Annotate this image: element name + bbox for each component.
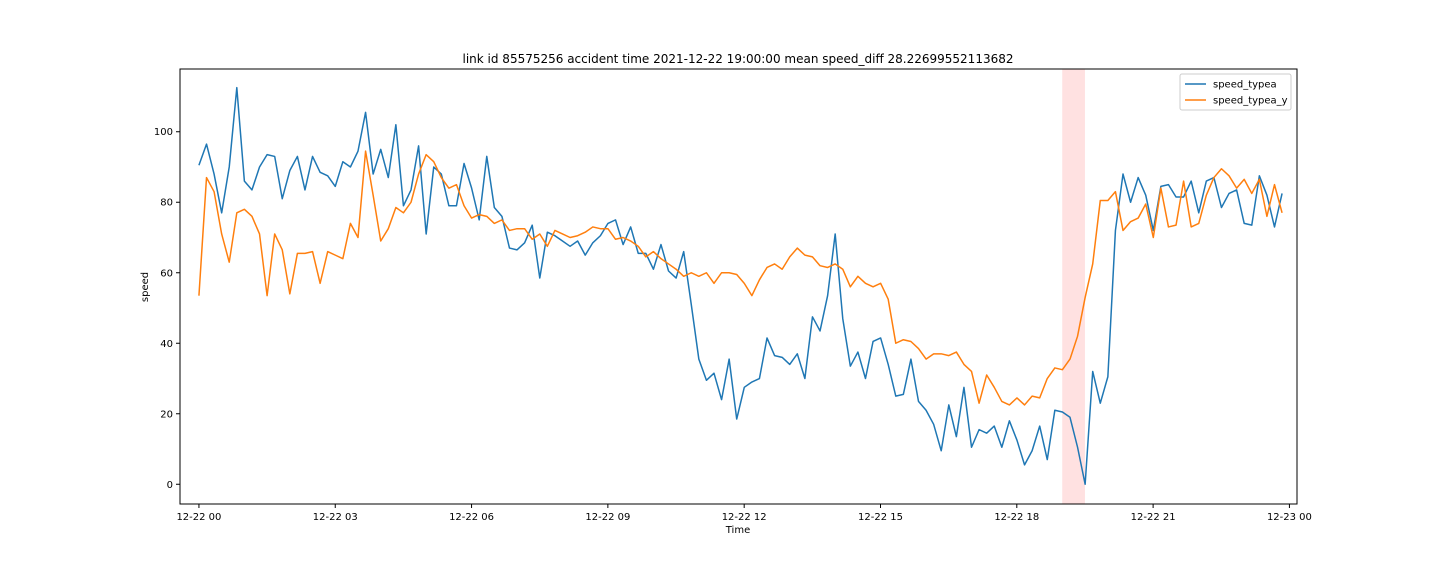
x-tick-label: 12-22 06 xyxy=(449,512,494,523)
y-tick-label: 0 xyxy=(167,480,173,491)
series-lines xyxy=(198,86,1283,486)
x-tick-label: 12-22 12 xyxy=(722,512,767,523)
x-axis-ticks: 12-22 00 12-22 03 12-22 06 12-22 09 12-22 12… xyxy=(176,504,1312,523)
legend-label-speed-typea-y: speed_typea_y xyxy=(1213,96,1288,107)
series-line-speed-typea-y xyxy=(198,150,1283,406)
x-axis-label: Time xyxy=(725,525,750,536)
y-axis-label: speed xyxy=(140,272,151,302)
x-tick-label: 12-22 15 xyxy=(858,512,903,523)
x-tick-label: 12-22 21 xyxy=(1131,512,1176,523)
legend-label-speed-typea: speed_typea xyxy=(1213,80,1277,91)
plot-frame xyxy=(179,68,1298,505)
y-tick-label: 80 xyxy=(160,198,173,209)
x-tick-label: 12-22 18 xyxy=(994,512,1039,523)
series-line-speed-typea xyxy=(198,86,1283,486)
y-tick-label: 100 xyxy=(154,127,173,138)
y-tick-label: 60 xyxy=(160,268,173,279)
accident-span xyxy=(1062,69,1085,504)
chart-title: link id 85575256 accident time 2021-12-2… xyxy=(463,52,1014,66)
y-tick-label: 40 xyxy=(160,339,173,350)
x-tick-label: 12-23 00 xyxy=(1267,512,1312,523)
legend: speed_typea speed_typea_y xyxy=(1179,73,1292,111)
x-tick-label: 12-22 03 xyxy=(313,512,358,523)
y-tick-label: 20 xyxy=(160,409,173,420)
legend-box xyxy=(1179,73,1292,111)
y-axis-ticks: 0 20 40 60 80 100 xyxy=(154,127,180,491)
x-tick-label: 12-22 00 xyxy=(176,512,221,523)
x-tick-label: 12-22 09 xyxy=(585,512,630,523)
